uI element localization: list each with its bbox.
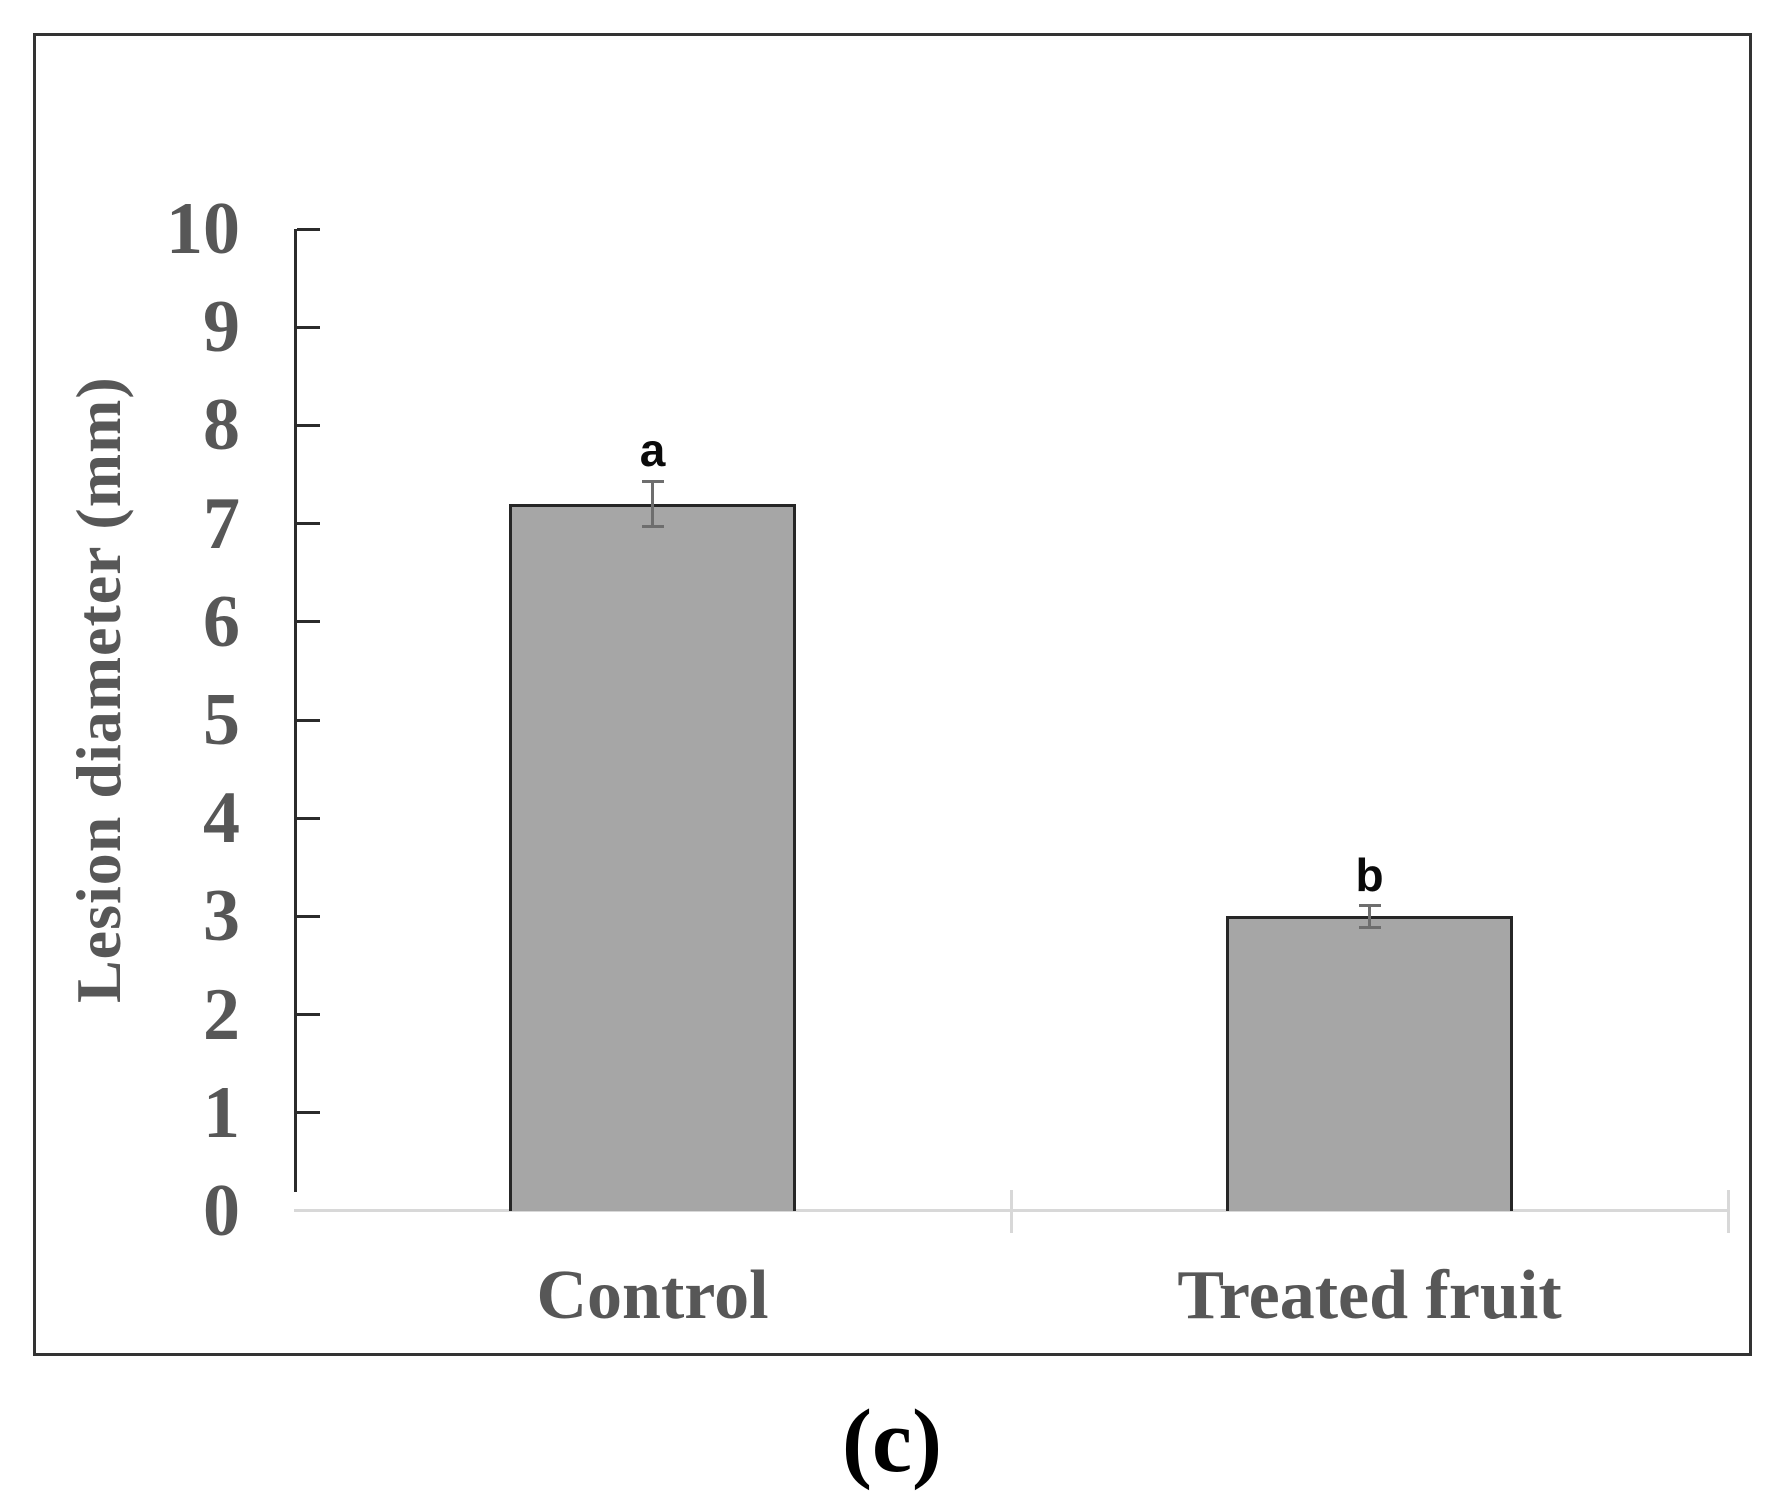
x-axis-label-treated-fruit: Treated fruit [1177, 1257, 1562, 1334]
significance-letter-b: b [1355, 848, 1384, 901]
y-axis-tick [297, 718, 320, 722]
y-axis-tick [297, 1013, 320, 1017]
y-axis-tick-label: 0 [203, 1170, 240, 1252]
y-axis-tick-label: 1 [203, 1071, 240, 1154]
y-axis-tick-label: 2 [203, 973, 240, 1056]
y-axis-tick [297, 1111, 320, 1115]
significance-letter-a: a [639, 424, 666, 477]
y-axis-tick [297, 620, 320, 624]
y-axis-tick-label: 6 [203, 580, 240, 663]
x-axis-category-tick [1726, 1190, 1730, 1233]
y-axis-tick [297, 816, 320, 820]
y-axis-line [294, 229, 297, 1192]
figure-caption: (c) [842, 1392, 942, 1491]
bar-control [509, 503, 796, 1211]
y-axis-tick [297, 522, 320, 526]
y-axis-tick-label: 7 [203, 482, 240, 565]
x-axis-category-tick [1009, 1190, 1013, 1233]
y-axis-tick [297, 227, 320, 231]
y-axis-tick [297, 325, 320, 329]
error-bar-cap [1358, 904, 1381, 908]
y-axis-tick-label: 3 [203, 875, 240, 958]
y-axis-tick-label: 9 [203, 286, 240, 369]
error-bar-cap [1358, 925, 1381, 929]
y-axis-tick [297, 914, 320, 918]
error-bar-cap [641, 479, 664, 483]
y-axis-tick [297, 423, 320, 427]
error-bar-treated-fruit [1368, 905, 1371, 928]
error-bar-control [651, 481, 654, 527]
y-axis-tick-label: 10 [166, 188, 240, 270]
y-axis-tick-label: 5 [203, 679, 240, 761]
error-bar-cap [641, 525, 664, 529]
y-axis-tick-label: 4 [203, 777, 240, 860]
y-axis-tick-label: 8 [203, 384, 240, 467]
x-axis-label-control: Control [536, 1257, 769, 1334]
bar-treated-fruit [1226, 916, 1513, 1211]
